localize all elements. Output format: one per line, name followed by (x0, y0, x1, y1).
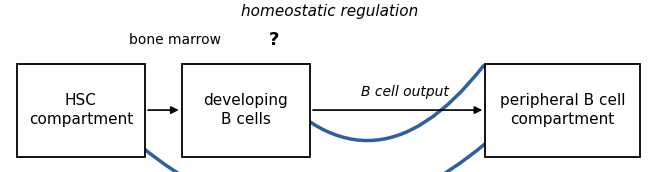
Text: ?: ? (269, 31, 279, 49)
Text: developing
B cells: developing B cells (203, 93, 288, 127)
Text: B cell output: B cell output (360, 85, 449, 99)
Text: HSC
compartment: HSC compartment (29, 93, 133, 127)
FancyBboxPatch shape (16, 64, 145, 157)
FancyBboxPatch shape (182, 64, 310, 157)
FancyArrowPatch shape (63, 66, 562, 172)
Text: homeostatic regulation: homeostatic regulation (242, 4, 418, 19)
Text: bone marrow: bone marrow (129, 33, 220, 47)
FancyBboxPatch shape (485, 64, 640, 157)
Text: peripheral B cell
compartment: peripheral B cell compartment (500, 93, 626, 127)
FancyArrowPatch shape (255, 66, 483, 141)
